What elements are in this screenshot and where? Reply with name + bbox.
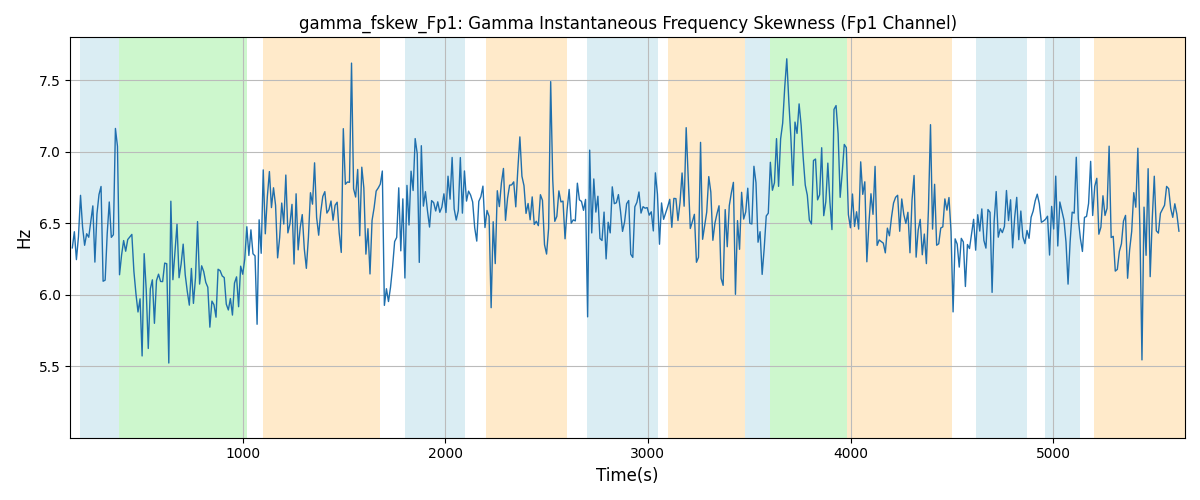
Bar <box>486 38 566 438</box>
Bar <box>1045 38 1080 438</box>
Bar <box>1093 38 1184 438</box>
Title: gamma_fskew_Fp1: Gamma Instantaneous Frequency Skewness (Fp1 Channel): gamma_fskew_Fp1: Gamma Instantaneous Fre… <box>299 15 956 34</box>
Bar <box>119 38 247 438</box>
Bar <box>80 38 119 438</box>
X-axis label: Time(s): Time(s) <box>596 467 659 485</box>
Bar <box>668 38 745 438</box>
Bar <box>769 38 846 438</box>
Y-axis label: Hz: Hz <box>16 227 34 248</box>
Bar <box>263 38 380 438</box>
Bar <box>745 38 769 438</box>
Bar <box>977 38 1027 438</box>
Bar <box>846 38 952 438</box>
Bar <box>404 38 466 438</box>
Bar <box>587 38 658 438</box>
